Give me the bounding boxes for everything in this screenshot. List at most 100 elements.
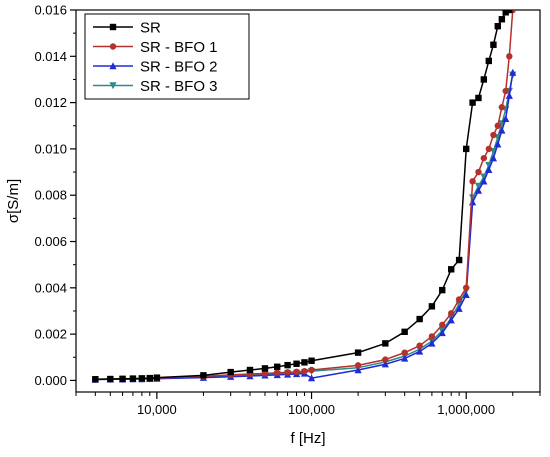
x-tick-label: 100,000 bbox=[288, 402, 335, 417]
series-sr bbox=[92, 10, 513, 383]
data-point-sr bbox=[246, 366, 254, 374]
data-point-sr bbox=[119, 375, 126, 383]
data-point-sr-bfo-2 bbox=[455, 304, 463, 312]
data-point-sr bbox=[274, 363, 281, 370]
data-point-sr-bfo-1 bbox=[284, 369, 291, 376]
legend-item-sr-bfo-3: SR - BFO 3 bbox=[93, 78, 218, 95]
series-line-sr-bfo-3 bbox=[95, 74, 514, 381]
x-tick-label: 1,000,000 bbox=[437, 402, 495, 417]
series-line-sr-bfo-2 bbox=[95, 72, 514, 381]
legend-label: SR - BFO 1 bbox=[140, 39, 218, 56]
data-point-sr-bfo-1 bbox=[416, 342, 423, 349]
data-point-sr-bfo-3 bbox=[469, 194, 477, 202]
data-point-sr bbox=[261, 365, 269, 372]
data-point-sr bbox=[308, 357, 315, 364]
data-point-sr bbox=[485, 57, 493, 65]
legend-swatch-marker bbox=[109, 62, 117, 70]
data-point-sr-bfo-1 bbox=[428, 333, 436, 340]
data-point-sr-bfo-2 bbox=[489, 154, 498, 162]
series-sr-bfo-3 bbox=[91, 71, 517, 384]
data-point-sr-bfo-2 bbox=[480, 177, 488, 185]
legend-item-sr-bfo-1: SR - BFO 1 bbox=[93, 39, 218, 56]
data-point-sr bbox=[146, 374, 153, 382]
legend: SR SR - BFO 1 SR - BFO 2 SR - BFO 3 bbox=[84, 13, 250, 100]
data-point-sr-bfo-1 bbox=[261, 370, 269, 377]
data-point-sr bbox=[448, 266, 455, 273]
data-point-sr-bfo-2 bbox=[462, 290, 470, 298]
plot-frame bbox=[75, 9, 541, 393]
y-tick-label: 0.004 bbox=[34, 280, 67, 295]
data-point-sr bbox=[480, 76, 488, 83]
data-point-sr bbox=[506, 10, 513, 14]
data-point-sr bbox=[129, 375, 137, 382]
y-tick-label: 0.002 bbox=[34, 327, 67, 342]
data-point-sr bbox=[416, 315, 423, 323]
data-point-sr-bfo-1 bbox=[301, 367, 308, 375]
data-point-sr-bfo-2 bbox=[494, 140, 502, 148]
data-point-sr-bfo-1 bbox=[293, 368, 300, 376]
data-point-sr-bfo-1 bbox=[485, 145, 493, 153]
data-point-sr-bfo-2 bbox=[416, 347, 424, 355]
legend-swatch-marker bbox=[109, 43, 117, 50]
x-tick-label: 10,000 bbox=[137, 402, 177, 417]
y-axis-ticks: 0.000 0.002 0.004 0.006 0.008 0.010 0.012 0.014… bbox=[34, 3, 76, 388]
y-tick-label: 0.012 bbox=[34, 95, 67, 110]
legend-label: SR - BFO 3 bbox=[140, 78, 218, 95]
data-point-sr-bfo-1 bbox=[498, 104, 506, 111]
legend-swatch-marker bbox=[109, 23, 117, 31]
data-point-sr-bfo-1 bbox=[480, 154, 488, 162]
legend-label: SR bbox=[140, 20, 161, 37]
data-point-sr bbox=[401, 328, 408, 336]
y-axis-label: σ[S/m] bbox=[5, 179, 22, 223]
data-point-sr bbox=[498, 16, 506, 23]
data-point-sr bbox=[382, 340, 389, 347]
y-tick-label: 0.008 bbox=[34, 188, 67, 203]
data-point-sr-bfo-1 bbox=[475, 168, 482, 176]
data-point-sr-bfo-2 bbox=[485, 165, 493, 173]
data-point-sr-bfo-2 bbox=[307, 374, 316, 382]
x-axis-label: f [Hz] bbox=[290, 430, 325, 447]
data-point-sr-bfo-1 bbox=[455, 296, 463, 303]
data-point-sr-bfo-2 bbox=[498, 126, 506, 134]
data-point-sr-bfo-1 bbox=[401, 349, 408, 356]
data-point-sr bbox=[293, 360, 300, 367]
data-point-sr-bfo-1 bbox=[494, 122, 501, 129]
data-point-sr-bfo-2 bbox=[401, 354, 409, 362]
data-point-sr bbox=[107, 375, 114, 383]
data-point-sr bbox=[153, 374, 161, 381]
data-point-sr-bfo-2 bbox=[469, 198, 477, 206]
data-point-sr bbox=[354, 349, 362, 356]
data-point-sr-bfo-1 bbox=[308, 366, 315, 374]
data-point-sr bbox=[469, 99, 476, 106]
legend-swatch-marker bbox=[109, 82, 117, 90]
y-tick-label: 0.000 bbox=[34, 373, 67, 388]
legend-label: SR - BFO 2 bbox=[140, 59, 218, 76]
data-point-sr-bfo-2 bbox=[447, 316, 455, 324]
minor-ticks bbox=[73, 32, 541, 396]
data-point-sr bbox=[475, 94, 482, 102]
data-point-sr bbox=[428, 303, 436, 310]
data-point-sr-bfo-2 bbox=[381, 360, 389, 368]
data-point-sr-bfo-2 bbox=[438, 329, 446, 337]
x-axis-ticks: 10,000 100,000 1,000,000 bbox=[137, 392, 495, 417]
data-point-sr-bfo-1 bbox=[448, 310, 455, 317]
data-point-sr bbox=[463, 145, 470, 153]
data-point-sr bbox=[455, 256, 463, 264]
series-layer bbox=[91, 10, 517, 384]
data-point-sr-bfo-2 bbox=[505, 91, 513, 99]
series-line-sr bbox=[95, 10, 510, 381]
data-point-sr-bfo-1 bbox=[502, 87, 509, 95]
data-point-sr bbox=[494, 23, 501, 30]
data-point-sr-bfo-2 bbox=[474, 186, 483, 194]
y-tick-label: 0.010 bbox=[34, 141, 67, 156]
data-point-sr-bfo-1 bbox=[506, 53, 513, 60]
data-point-sr-bfo-2 bbox=[502, 115, 510, 123]
data-point-sr-bfo-1 bbox=[274, 369, 281, 376]
data-point-sr bbox=[227, 368, 234, 376]
data-point-sr bbox=[490, 41, 497, 48]
data-point-sr-bfo-1 bbox=[382, 356, 389, 363]
data-point-sr-bfo-2 bbox=[428, 339, 436, 347]
legend-item-sr: SR bbox=[93, 20, 161, 37]
